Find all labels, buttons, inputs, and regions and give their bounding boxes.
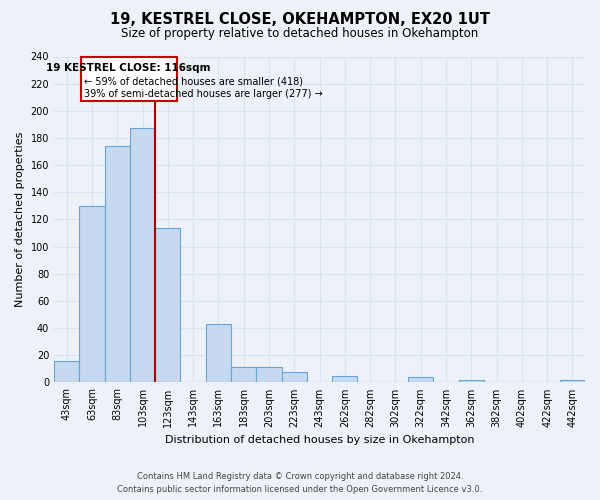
Text: 39% of semi-detached houses are larger (277) →: 39% of semi-detached houses are larger (…	[85, 89, 323, 99]
FancyBboxPatch shape	[80, 56, 176, 102]
Y-axis label: Number of detached properties: Number of detached properties	[15, 132, 25, 307]
Bar	[332, 376, 358, 382]
Text: 19 KESTREL CLOSE: 116sqm: 19 KESTREL CLOSE: 116sqm	[46, 64, 211, 74]
Bar	[281, 372, 307, 382]
Text: Contains HM Land Registry data © Crown copyright and database right 2024.
Contai: Contains HM Land Registry data © Crown c…	[118, 472, 482, 494]
Bar	[256, 368, 281, 382]
Bar	[458, 380, 484, 382]
Bar	[104, 146, 130, 382]
Bar	[560, 380, 585, 382]
Text: Size of property relative to detached houses in Okehampton: Size of property relative to detached ho…	[121, 28, 479, 40]
Bar	[206, 324, 231, 382]
Bar	[231, 368, 256, 382]
Bar	[79, 206, 104, 382]
Bar	[155, 228, 181, 382]
Bar	[408, 377, 433, 382]
Bar	[54, 360, 79, 382]
Text: ← 59% of detached houses are smaller (418): ← 59% of detached houses are smaller (41…	[85, 77, 304, 87]
Text: 19, KESTREL CLOSE, OKEHAMPTON, EX20 1UT: 19, KESTREL CLOSE, OKEHAMPTON, EX20 1UT	[110, 12, 490, 28]
Bar	[130, 128, 155, 382]
X-axis label: Distribution of detached houses by size in Okehampton: Distribution of detached houses by size …	[165, 435, 474, 445]
